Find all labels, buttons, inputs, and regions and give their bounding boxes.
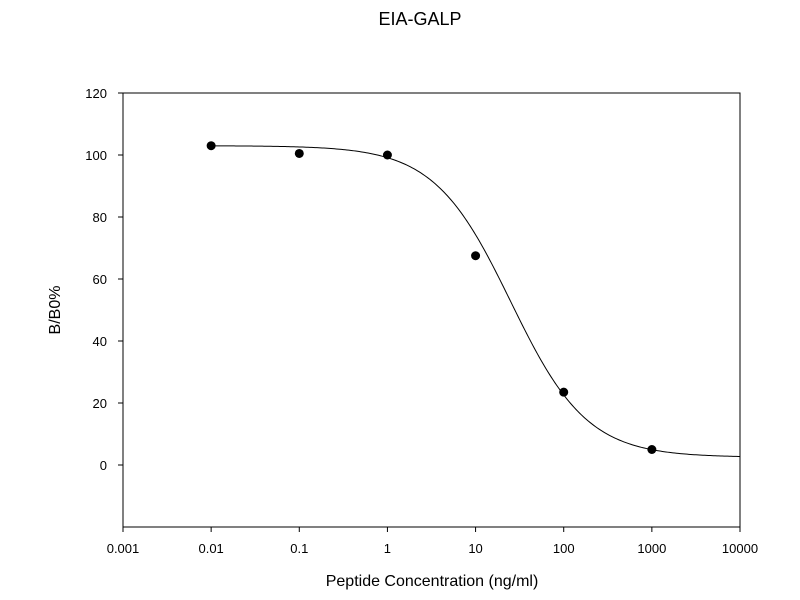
x-tick-label: 10000 bbox=[722, 541, 758, 556]
y-axis: 0 20 40 60 80 100 120 bbox=[85, 86, 123, 473]
data-point bbox=[559, 387, 569, 397]
data-point bbox=[471, 251, 481, 261]
data-point bbox=[294, 148, 304, 158]
data-points bbox=[206, 141, 657, 454]
y-tick-label: 80 bbox=[93, 210, 107, 225]
data-point bbox=[382, 150, 392, 160]
x-axis: 0.001 0.01 0.1 1 10 100 1000 10000 bbox=[107, 527, 758, 556]
data-point bbox=[206, 141, 216, 151]
fit-curve bbox=[211, 145, 741, 457]
plot-frame bbox=[122, 92, 741, 528]
x-tick-label: 10 bbox=[468, 541, 482, 556]
y-tick-label: 100 bbox=[85, 148, 107, 163]
chart-title: EIA-GALP bbox=[378, 9, 461, 29]
x-tick-label: 1 bbox=[384, 541, 391, 556]
y-tick-label: 60 bbox=[93, 272, 107, 287]
y-tick-label: 20 bbox=[93, 396, 107, 411]
x-tick-label: 0.001 bbox=[107, 541, 140, 556]
y-tick-label: 0 bbox=[100, 458, 107, 473]
x-axis-label: Peptide Concentration (ng/ml) bbox=[326, 573, 539, 590]
x-tick-label: 100 bbox=[553, 541, 575, 556]
x-tick-label: 1000 bbox=[637, 541, 666, 556]
y-tick-label: 40 bbox=[93, 334, 107, 349]
y-tick-label: 120 bbox=[85, 86, 107, 101]
x-tick-label: 0.01 bbox=[198, 541, 223, 556]
data-point bbox=[647, 445, 657, 454]
y-axis-label: B/B0% bbox=[47, 286, 64, 335]
x-tick-label: 0.1 bbox=[290, 541, 308, 556]
